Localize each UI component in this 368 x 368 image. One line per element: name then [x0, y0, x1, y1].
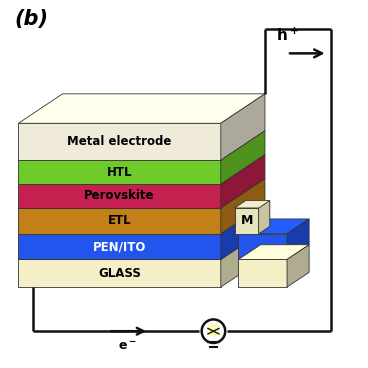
Text: Perovskite: Perovskite [84, 190, 155, 202]
Polygon shape [18, 155, 265, 184]
Polygon shape [238, 245, 309, 259]
Text: $\mathbf{e^-}$: $\mathbf{e^-}$ [118, 340, 136, 353]
Polygon shape [18, 230, 265, 259]
Text: M: M [241, 214, 253, 227]
Polygon shape [18, 208, 221, 234]
Polygon shape [287, 219, 309, 259]
Text: PEN/ITO: PEN/ITO [93, 240, 146, 253]
Polygon shape [18, 94, 265, 123]
Text: Metal electrode: Metal electrode [67, 135, 172, 148]
Polygon shape [221, 204, 265, 259]
Text: ETL: ETL [108, 214, 131, 227]
Text: $\mathbf{h^+}$: $\mathbf{h^+}$ [276, 27, 298, 44]
Polygon shape [235, 201, 270, 208]
Polygon shape [18, 160, 221, 184]
Polygon shape [221, 178, 265, 234]
Polygon shape [18, 234, 221, 259]
Polygon shape [235, 208, 259, 234]
Polygon shape [18, 123, 221, 160]
Text: (b): (b) [15, 9, 49, 29]
Circle shape [207, 323, 220, 337]
Polygon shape [287, 245, 309, 287]
Text: HTL: HTL [107, 166, 132, 178]
Polygon shape [259, 201, 270, 234]
Polygon shape [238, 219, 309, 234]
Polygon shape [18, 131, 265, 160]
Text: GLASS: GLASS [98, 267, 141, 280]
Polygon shape [259, 201, 270, 234]
Polygon shape [221, 131, 265, 184]
Polygon shape [238, 234, 287, 259]
Polygon shape [235, 201, 270, 208]
Polygon shape [18, 184, 221, 208]
Polygon shape [221, 230, 265, 287]
Polygon shape [18, 259, 221, 287]
Polygon shape [238, 259, 287, 287]
Polygon shape [18, 204, 265, 234]
Polygon shape [221, 155, 265, 208]
Polygon shape [18, 178, 265, 208]
Polygon shape [221, 94, 265, 160]
